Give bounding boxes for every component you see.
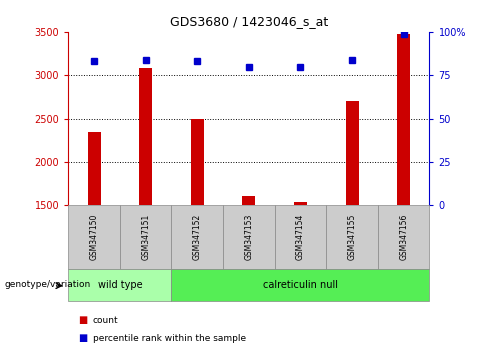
Bar (397, 34, 410, 205)
Text: count: count (93, 316, 119, 325)
Bar (88, 132, 101, 205)
Bar (294, 202, 307, 205)
Bar (346, 101, 359, 205)
Bar (68, 205, 120, 269)
Text: percentile rank within the sample: percentile rank within the sample (93, 333, 246, 343)
Text: GSM347150: GSM347150 (90, 214, 99, 261)
Bar (139, 68, 152, 205)
Bar (171, 269, 429, 301)
Bar (326, 205, 378, 269)
Bar (191, 119, 204, 205)
Text: genotype/variation: genotype/variation (5, 280, 91, 290)
Text: GSM347151: GSM347151 (141, 214, 150, 260)
Bar (68, 269, 171, 301)
Text: GSM347156: GSM347156 (399, 214, 408, 261)
Bar (378, 205, 429, 269)
Bar (275, 205, 326, 269)
Text: calreticulin null: calreticulin null (263, 280, 338, 290)
Text: ■: ■ (78, 333, 87, 343)
Bar (243, 196, 255, 205)
Text: GSM347153: GSM347153 (244, 214, 253, 261)
Title: GDS3680 / 1423046_s_at: GDS3680 / 1423046_s_at (170, 15, 328, 28)
Bar (171, 205, 223, 269)
Text: GSM347155: GSM347155 (347, 214, 357, 261)
Text: GSM347154: GSM347154 (296, 214, 305, 261)
Text: GSM347152: GSM347152 (193, 214, 202, 260)
Bar (120, 205, 171, 269)
Text: wild type: wild type (98, 280, 142, 290)
Bar (223, 205, 275, 269)
Text: ■: ■ (78, 315, 87, 325)
